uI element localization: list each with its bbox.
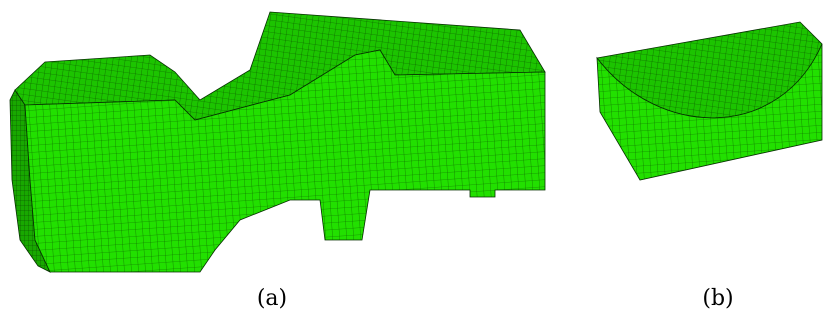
panel-label: (b) <box>702 286 733 311</box>
mesh-a <box>10 12 545 272</box>
figure: (a) (b) <box>0 0 827 323</box>
mesh-b <box>597 22 822 180</box>
panel-label: (a) <box>257 286 287 311</box>
